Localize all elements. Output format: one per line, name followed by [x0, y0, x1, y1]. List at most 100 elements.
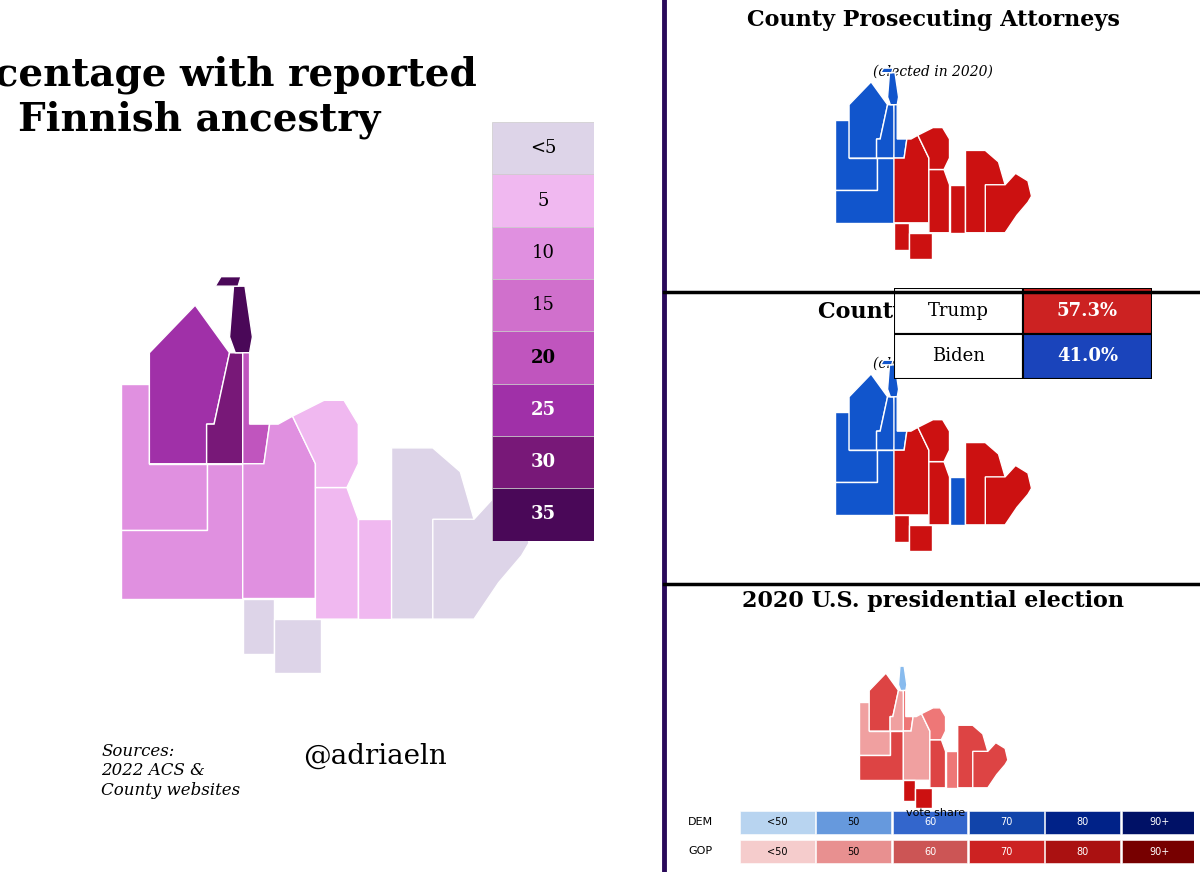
- Text: 50: 50: [847, 817, 860, 828]
- Polygon shape: [242, 598, 274, 654]
- Polygon shape: [894, 427, 929, 515]
- Polygon shape: [859, 731, 904, 780]
- Text: (elected in 2020): (elected in 2020): [874, 357, 992, 371]
- Polygon shape: [242, 353, 270, 464]
- Bar: [492, 488, 594, 541]
- Polygon shape: [922, 708, 946, 739]
- Text: 30: 30: [530, 453, 556, 471]
- Polygon shape: [966, 151, 1006, 233]
- Polygon shape: [985, 466, 1032, 525]
- Bar: [1045, 811, 1121, 834]
- Polygon shape: [242, 416, 316, 598]
- Polygon shape: [206, 353, 250, 464]
- Text: 50: 50: [847, 847, 860, 857]
- Polygon shape: [949, 185, 966, 233]
- Polygon shape: [876, 105, 898, 158]
- Text: 35: 35: [530, 506, 556, 523]
- Bar: [492, 174, 594, 227]
- Text: 57.3%: 57.3%: [1057, 302, 1118, 320]
- Polygon shape: [894, 135, 929, 223]
- Bar: [1022, 334, 1152, 379]
- Polygon shape: [918, 419, 949, 461]
- Bar: [740, 841, 815, 863]
- Polygon shape: [859, 702, 890, 755]
- Text: 5: 5: [538, 192, 548, 209]
- Bar: [492, 436, 594, 488]
- Polygon shape: [904, 780, 914, 800]
- Polygon shape: [973, 743, 1008, 787]
- Text: 41.0%: 41.0%: [1057, 347, 1118, 365]
- Polygon shape: [835, 450, 894, 515]
- Polygon shape: [274, 619, 322, 673]
- Bar: [492, 227, 594, 279]
- Bar: [894, 334, 1022, 379]
- Polygon shape: [215, 276, 241, 286]
- Polygon shape: [908, 525, 931, 551]
- Text: 20: 20: [530, 349, 556, 366]
- Polygon shape: [966, 443, 985, 477]
- Polygon shape: [904, 713, 930, 780]
- Polygon shape: [894, 105, 907, 158]
- Text: 2020 U.S. presidential election: 2020 U.S. presidential election: [742, 590, 1124, 612]
- Text: 60: 60: [924, 847, 936, 857]
- Polygon shape: [121, 385, 206, 530]
- Text: DEM: DEM: [689, 817, 714, 827]
- Text: <50: <50: [767, 817, 787, 828]
- Text: 90+: 90+: [1150, 817, 1169, 828]
- Text: Percentage with reported
Finnish ancestry: Percentage with reported Finnish ancestr…: [0, 56, 478, 139]
- Bar: [492, 122, 594, 174]
- Polygon shape: [890, 691, 906, 731]
- Polygon shape: [835, 158, 894, 223]
- Text: 25: 25: [530, 401, 556, 419]
- Bar: [492, 279, 594, 331]
- Text: 70: 70: [1001, 847, 1013, 857]
- Polygon shape: [985, 174, 1032, 233]
- Polygon shape: [888, 364, 899, 397]
- Polygon shape: [359, 519, 391, 619]
- Text: Trump: Trump: [928, 302, 989, 320]
- Bar: [970, 811, 1044, 834]
- Polygon shape: [958, 726, 988, 787]
- Polygon shape: [918, 127, 949, 169]
- Polygon shape: [966, 151, 985, 185]
- Polygon shape: [914, 787, 932, 807]
- Polygon shape: [966, 443, 1006, 525]
- Text: vote share: vote share: [906, 807, 966, 818]
- Bar: [893, 841, 967, 863]
- Bar: [1045, 841, 1121, 863]
- Polygon shape: [899, 666, 907, 691]
- Bar: [492, 331, 594, 384]
- Polygon shape: [894, 515, 908, 542]
- Text: 10: 10: [532, 244, 554, 262]
- Polygon shape: [894, 223, 908, 249]
- Polygon shape: [881, 360, 893, 364]
- Polygon shape: [958, 726, 973, 752]
- Polygon shape: [930, 739, 946, 787]
- Text: GOP: GOP: [689, 846, 713, 855]
- Polygon shape: [929, 169, 949, 233]
- Text: Sources:
2022 ACS &
County websites: Sources: 2022 ACS & County websites: [101, 743, 240, 799]
- Polygon shape: [149, 305, 229, 464]
- Bar: [816, 841, 892, 863]
- Text: <5: <5: [530, 140, 556, 157]
- Polygon shape: [121, 464, 242, 598]
- Polygon shape: [293, 400, 359, 487]
- Polygon shape: [850, 82, 888, 158]
- Text: 80: 80: [1076, 817, 1088, 828]
- Bar: [894, 288, 1022, 334]
- Bar: [1122, 811, 1196, 834]
- Polygon shape: [894, 397, 907, 450]
- Text: Biden: Biden: [932, 347, 985, 365]
- Polygon shape: [835, 412, 876, 482]
- Text: County Treasurers: County Treasurers: [818, 301, 1048, 323]
- Polygon shape: [949, 477, 966, 525]
- Text: <50: <50: [767, 847, 787, 857]
- Text: 60: 60: [924, 817, 936, 828]
- Polygon shape: [929, 461, 949, 525]
- Polygon shape: [316, 487, 359, 619]
- Polygon shape: [876, 397, 898, 450]
- Polygon shape: [850, 374, 888, 450]
- Polygon shape: [908, 233, 931, 259]
- Polygon shape: [946, 752, 958, 787]
- Polygon shape: [888, 72, 899, 105]
